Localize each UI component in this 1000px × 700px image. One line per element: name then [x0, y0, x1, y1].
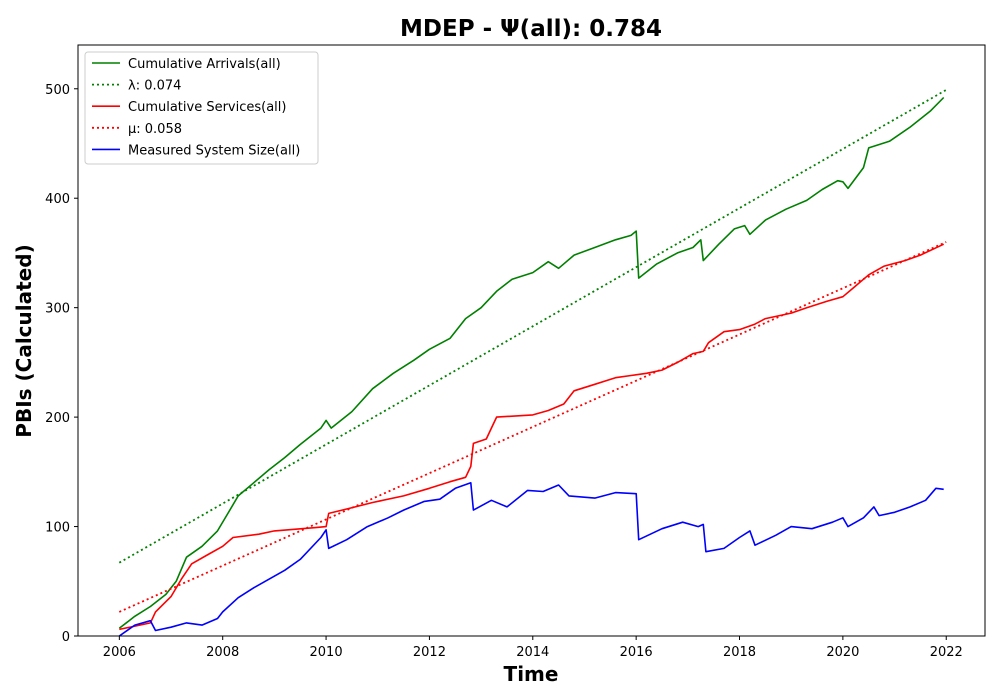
legend-label: λ: 0.074 — [128, 79, 181, 94]
x-tick-label: 2006 — [103, 645, 136, 660]
y-tick-label: 100 — [45, 521, 70, 536]
plot-area — [118, 89, 947, 637]
y-axis: 0 100 200 300 400 500 — [45, 83, 78, 645]
x-tick-label: 2014 — [516, 645, 549, 660]
series-line-4 — [118, 482, 944, 637]
y-tick-label: 300 — [45, 302, 70, 317]
y-tick-label: 0 — [62, 630, 70, 645]
x-tick-label: 2008 — [206, 645, 239, 660]
y-tick-label: 500 — [45, 83, 70, 98]
legend-label: μ: 0.058 — [128, 122, 182, 137]
legend-label: Cumulative Services(all) — [128, 100, 286, 115]
x-axis: 2006 2008 2010 2012 2014 2016 2018 2020 2022 — [103, 636, 963, 660]
x-tick-label: 2016 — [620, 645, 653, 660]
y-tick-label: 400 — [45, 192, 70, 207]
x-tick-label: 2010 — [310, 645, 343, 660]
axes-frame — [77, 44, 986, 637]
x-tick-label: 2018 — [723, 645, 756, 660]
legend-label: Measured System Size(all) — [128, 143, 300, 158]
y-tick-label: 200 — [45, 411, 70, 426]
x-axis-title: Time — [504, 662, 559, 686]
legend-box — [84, 51, 319, 165]
y-axis-title: PBIs (Calculated) — [12, 244, 36, 437]
series-line-3 — [118, 241, 947, 613]
series-line-1 — [118, 89, 947, 564]
x-tick-label: 2022 — [930, 645, 963, 660]
chart-title: MDEP - Ψ(all): 0.784 — [400, 16, 662, 42]
x-tick-label: 2012 — [413, 645, 446, 660]
x-tick-label: 2020 — [826, 645, 859, 660]
legend: Cumulative Arrivals(all) λ: 0.074 Cumulati… — [84, 51, 319, 165]
series-line-2 — [119, 243, 945, 631]
legend-label: Cumulative Arrivals(all) — [128, 57, 281, 72]
